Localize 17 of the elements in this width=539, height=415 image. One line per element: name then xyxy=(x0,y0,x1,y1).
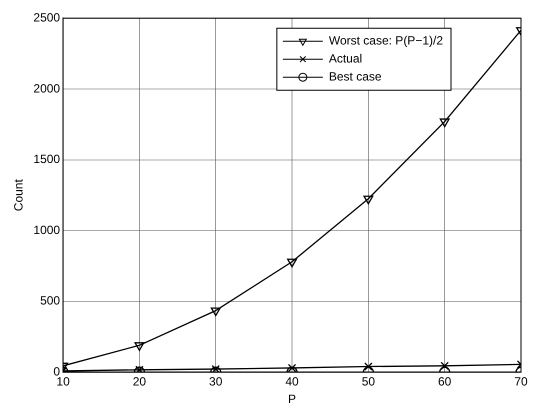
x-axis-title: P xyxy=(288,392,296,406)
legend-label: Best case xyxy=(328,70,382,84)
y-tick-label: 1000 xyxy=(33,222,60,237)
x-tick-label: 60 xyxy=(438,374,452,389)
y-tick-label: 2000 xyxy=(33,81,60,96)
y-tick-label: 500 xyxy=(40,294,60,308)
x-tick-label: 20 xyxy=(132,374,146,389)
x-tick-label: 50 xyxy=(362,374,376,389)
x-tick-label: 10 xyxy=(56,374,70,389)
x-tick-label: 70 xyxy=(514,374,528,389)
x-tick-label: 40 xyxy=(285,374,300,389)
y-axis-title: Count xyxy=(12,178,26,212)
y-tick-label: 2500 xyxy=(33,10,60,25)
legend-label: Worst case: P(P−1)/2 xyxy=(328,34,444,48)
legend-label: Actual xyxy=(328,52,362,66)
x-tick-label: 30 xyxy=(209,374,223,389)
y-tick-label: 1500 xyxy=(33,152,60,166)
